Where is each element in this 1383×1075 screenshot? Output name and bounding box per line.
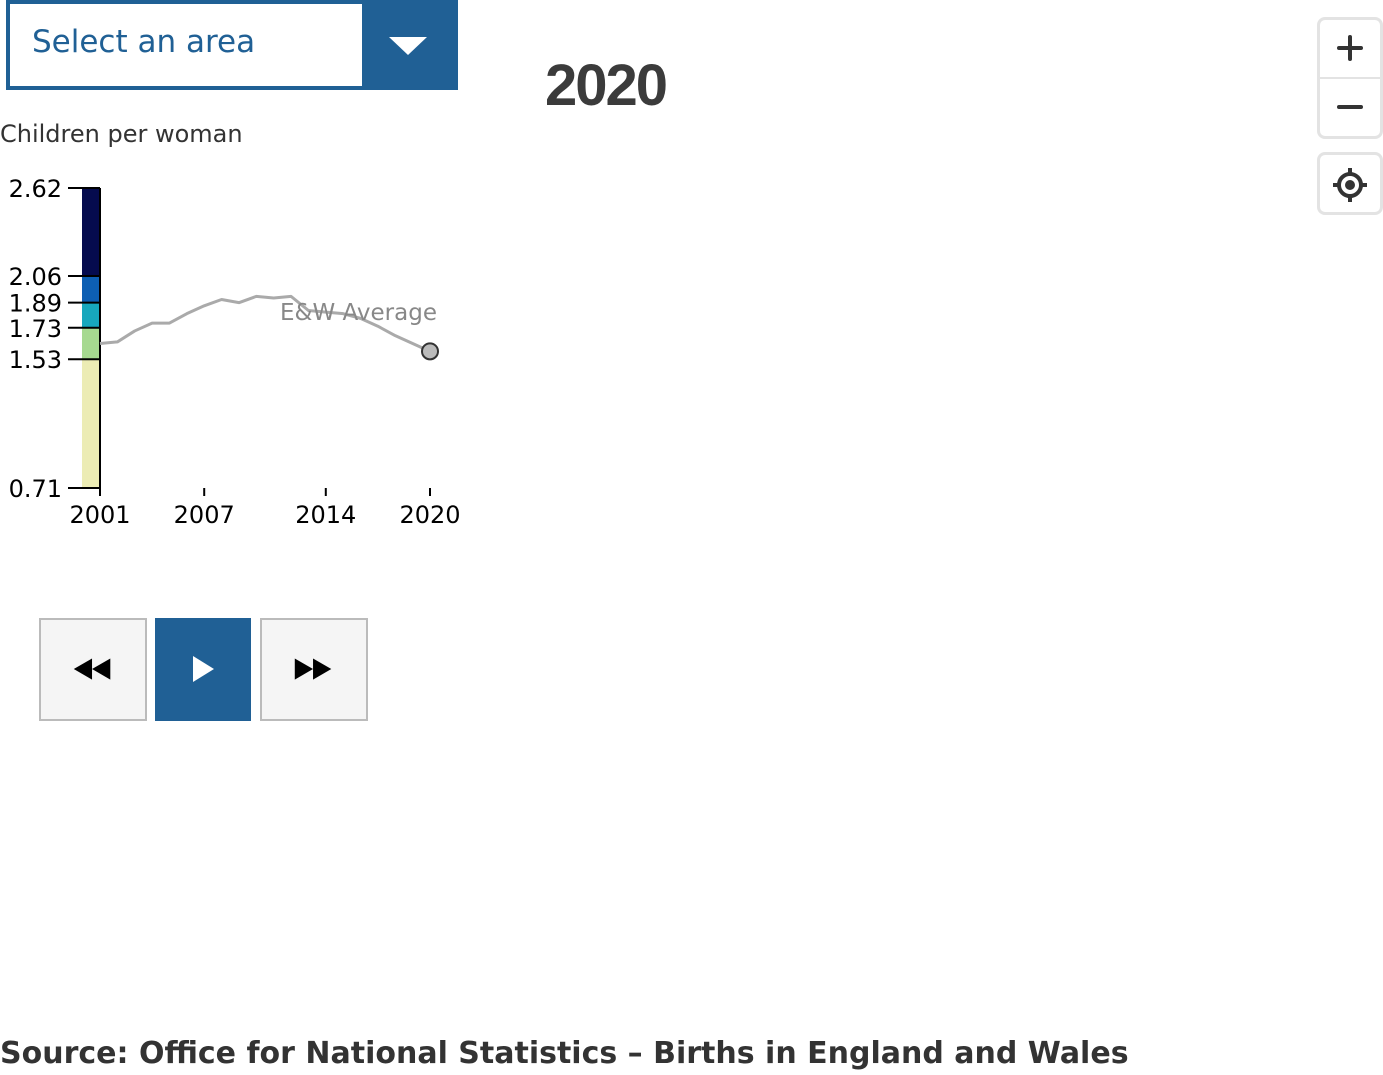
legend-title: Children per woman: [0, 120, 243, 148]
year-label: 2020: [545, 53, 668, 118]
zoom-in-button[interactable]: [1320, 20, 1380, 77]
y-tick-label: 2.62: [9, 175, 62, 203]
zoom-controls: [1317, 17, 1383, 139]
x-tick-label: 2020: [399, 501, 460, 529]
zoom-out-button[interactable]: [1320, 77, 1380, 136]
legend-color-band: [82, 188, 100, 276]
play-icon: [193, 656, 214, 682]
source-note: Source: Office for National Statistics –…: [0, 1036, 1129, 1071]
x-tick-label: 2007: [174, 501, 235, 529]
rewind-button[interactable]: [39, 618, 147, 721]
average-line-label: E&W Average: [280, 300, 437, 326]
area-select-label: Select an area: [32, 24, 256, 60]
legend-color-band: [82, 359, 100, 488]
fast-forward-icon: [294, 658, 332, 680]
locate-button[interactable]: [1320, 155, 1380, 212]
y-tick-label: 1.89: [9, 290, 62, 318]
average-line: [99, 294, 431, 353]
legend-color-band: [82, 275, 100, 303]
legend-color-band: [82, 302, 100, 328]
x-tick-label: 2001: [69, 501, 130, 529]
y-tick-label: 0.71: [9, 475, 62, 503]
locate-control: [1317, 152, 1383, 215]
crosshair-icon: [1333, 168, 1367, 202]
legend-color-band: [82, 327, 100, 360]
area-select-toggle[interactable]: [362, 4, 454, 86]
area-select[interactable]: Select an area: [6, 0, 458, 90]
play-button[interactable]: [155, 618, 251, 721]
fast-forward-button[interactable]: [260, 618, 368, 721]
x-tick-label: 2014: [295, 501, 356, 529]
y-tick-label: 1.53: [9, 346, 62, 374]
average-latest-point: [421, 342, 439, 361]
y-tick-label: 1.73: [9, 315, 62, 343]
rewind-icon: [73, 658, 111, 680]
minus-icon: [1337, 105, 1363, 109]
y-tick-label: 2.06: [9, 263, 62, 291]
chevron-down-icon: [389, 37, 427, 55]
